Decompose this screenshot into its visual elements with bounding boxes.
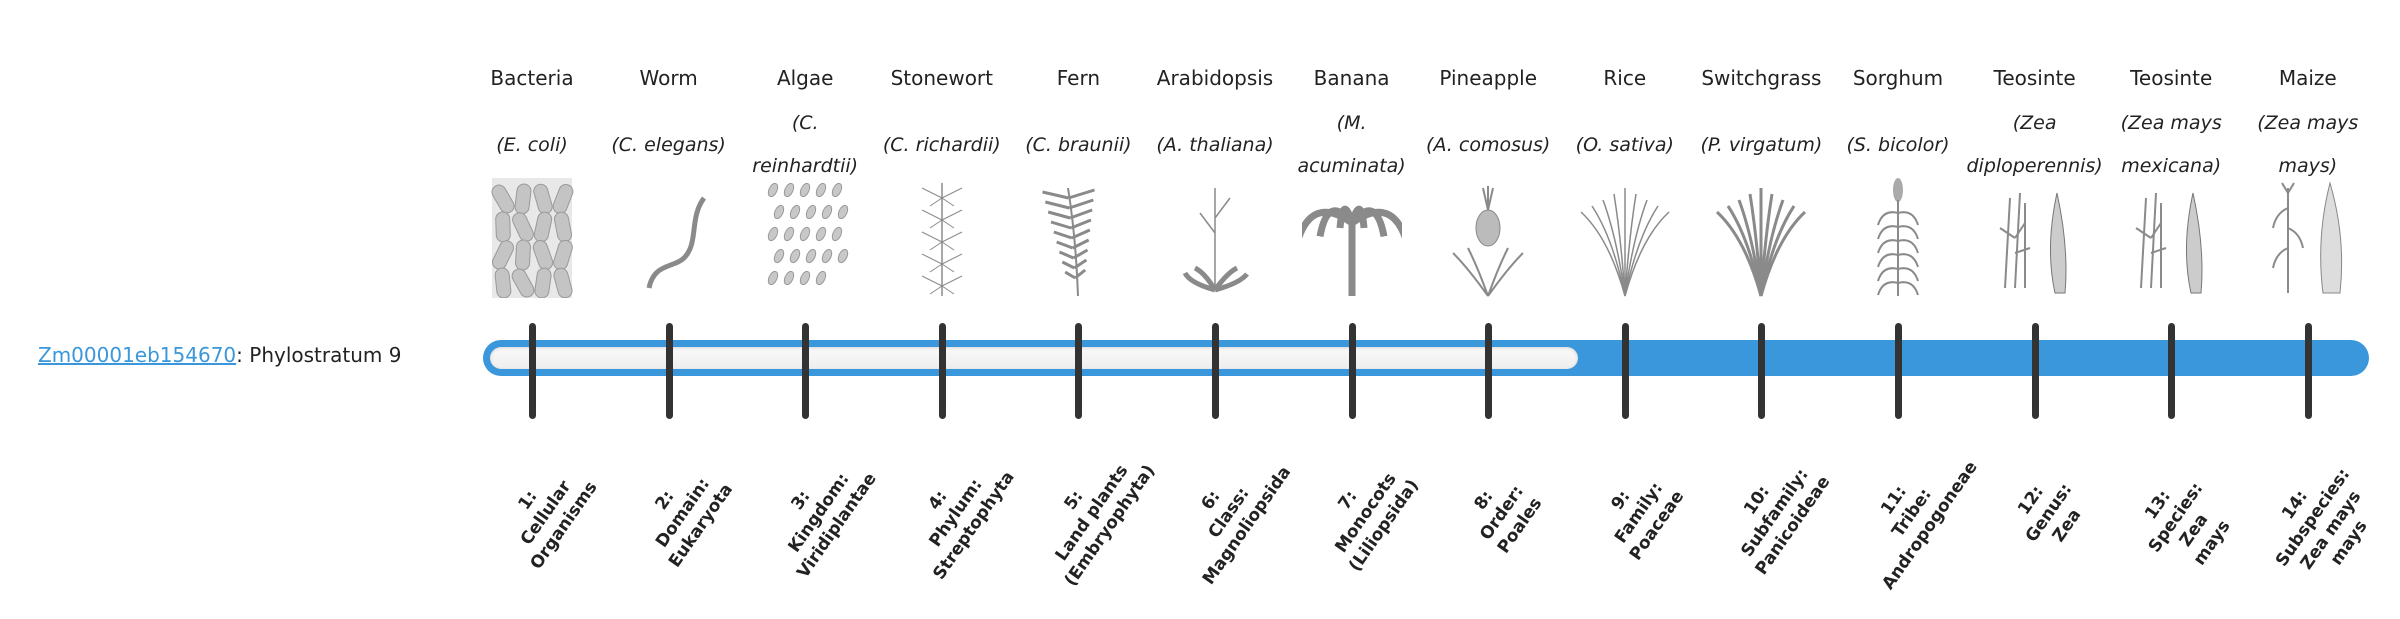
species-name: (C. elegans) (602, 102, 736, 188)
species-name: (E. coli) (465, 102, 599, 188)
species-text: (S. bicolor) (1846, 133, 1950, 156)
species-name: (A. thaliana) (1148, 102, 1282, 188)
stratum-label: 2: Domain: Eukaryota (607, 424, 759, 601)
species-name: (A. comosus) (1421, 102, 1555, 188)
stratum-label: 6: Class: Magnoliopsida (1153, 424, 1305, 601)
algae-icon (755, 178, 855, 298)
gene-link[interactable]: Zm00001eb154670 (38, 343, 237, 367)
species-text: (Zea diploperennis) (1966, 112, 2103, 177)
stratum-label: 11: Tribe: Andropogoneae (1836, 424, 1988, 601)
organism-name: Worm (639, 66, 698, 90)
species-name: (C. braunii) (1011, 102, 1145, 188)
stratum-label: 13: Species: Zea mays (2100, 429, 2270, 619)
pineapple-icon (1438, 178, 1538, 298)
stratum-label: 3: Kingdom: Viridiplantae (743, 424, 895, 601)
species-text: (O. sativa) (1575, 133, 1674, 156)
organism-name: Switchgrass (1701, 66, 1822, 90)
teosinte-icon (2121, 178, 2221, 298)
stratum-tick (665, 323, 673, 419)
species-text: (Zea mays mays) (2257, 112, 2359, 177)
stratum-tick (1212, 323, 1219, 419)
stratum-label: 4: Phylum: Streptophyta (880, 424, 1032, 601)
worm-icon (619, 178, 719, 298)
species-text: (M. acuminata) (1297, 112, 1406, 177)
bacteria-icon (482, 178, 582, 299)
organism-name: Maize (2278, 66, 2337, 90)
species-name: (S. bicolor) (1831, 102, 1965, 188)
species-name: (C. richardii) (875, 102, 1009, 188)
bar-unfilled-region (490, 347, 1578, 369)
switchgrass-icon (1711, 178, 1811, 298)
organism-name: Arabidopsis (1156, 66, 1274, 90)
maize-icon (2258, 178, 2358, 298)
organism-name: Fern (1056, 66, 1101, 90)
species-text: (C. reinhardtii) (752, 112, 859, 177)
phylostratum-bar (483, 340, 2369, 376)
species-text: (A. comosus) (1426, 133, 1551, 156)
species-name: (M. acuminata) (1285, 102, 1419, 188)
stratum-label: 1: Cellular Organisms (470, 424, 622, 601)
species-text: (A. thaliana) (1156, 133, 1274, 156)
organism-name: Teosinte (1993, 66, 2076, 90)
stratum-label: 7: Monocots (Liliopsida) (1290, 424, 1442, 601)
gene-label: Zm00001eb154670: Phylostratum 9 (38, 343, 401, 367)
species-name: (Zea mays mays) (2241, 102, 2375, 188)
stratum-label: 10: Subfamily: Panicoideae (1700, 424, 1852, 601)
organism-name: Algae (776, 66, 834, 90)
stratum-tick (1758, 323, 1766, 419)
teosinte-icon (1985, 178, 2085, 298)
stratum-tick (2304, 323, 2312, 419)
stratum-tick (1075, 323, 1083, 419)
organism-name: Rice (1603, 66, 1647, 90)
stratum-tick (1485, 323, 1493, 419)
fern-icon (1028, 178, 1128, 298)
stratum-tick (1895, 323, 1902, 419)
species-name: (Zea diploperennis) (1966, 102, 2103, 188)
species-text: (C. elegans) (611, 133, 726, 156)
species-text: (P. virgatum) (1700, 133, 1823, 156)
stratum-label: 14: Subspecies: Zea mays mays (2237, 429, 2400, 619)
stratum-tick (2168, 323, 2176, 419)
phylostratum-text: : Phylostratum 9 (236, 343, 402, 367)
arabidopsis-icon (1165, 178, 1265, 298)
stratum-tick (1621, 323, 1629, 419)
stratum-label: 8: Order: Poales (1426, 424, 1578, 601)
stratum-label: 9: Family: Poaceae (1563, 424, 1715, 601)
species-name: (P. virgatum) (1694, 102, 1828, 188)
stratum-tick (938, 323, 946, 419)
stratum-label: 12: Genus: Zea (1973, 424, 2125, 601)
species-text: (E. coli) (496, 133, 568, 156)
stratum-tick (1348, 323, 1356, 419)
organism-name: Bacteria (490, 66, 574, 90)
organism-name: Stonewort (890, 66, 993, 90)
species-name: (Zea mays mexicana) (2104, 102, 2238, 188)
stratum-tick (802, 323, 810, 419)
organism-name: Sorghum (1852, 66, 1944, 90)
organism-name: Pineapple (1439, 66, 1538, 90)
banana-icon (1292, 178, 1411, 298)
organism-name: Teosinte (2130, 66, 2213, 90)
organism-name: Banana (1313, 66, 1390, 90)
rice-icon (1575, 178, 1675, 298)
species-text: (C. braunii) (1025, 133, 1132, 156)
species-text: (Zea mays mexicana) (2120, 112, 2222, 177)
species-name: (O. sativa) (1558, 102, 1692, 188)
stratum-tick (2031, 323, 2039, 419)
sorghum-icon (1848, 178, 1948, 298)
stratum-tick (529, 323, 536, 419)
stratum-label: 5: Land plants (Embryophyta) (1017, 424, 1169, 601)
species-name: (C. reinhardtii) (738, 102, 872, 188)
species-text: (C. richardii) (882, 133, 1001, 156)
stonewort-icon (892, 178, 992, 298)
